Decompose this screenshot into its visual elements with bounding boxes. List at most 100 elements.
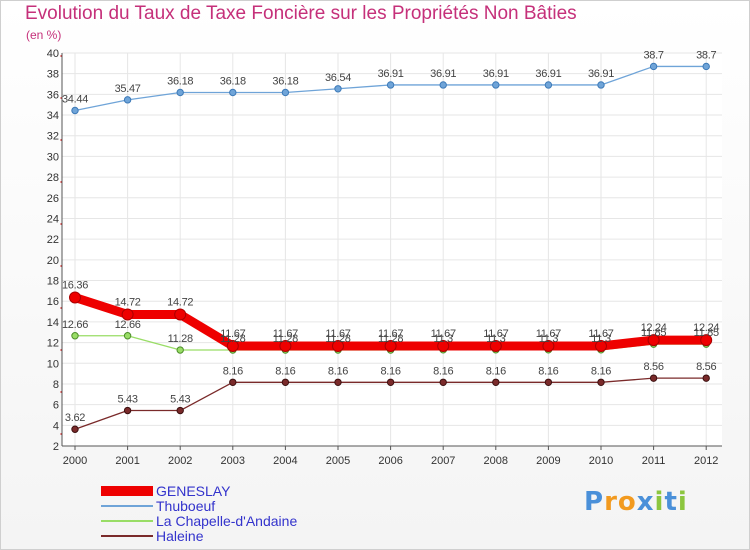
data-point-thuboeuf (334, 85, 342, 93)
data-label-thuboeuf: 36.18 (272, 76, 298, 88)
data-label-haleine: 8.16 (538, 365, 558, 377)
x-tick-label: 2007 (431, 455, 455, 467)
data-label-la-chapelle-d-andaine: 11.3 (486, 333, 506, 345)
data-point-thuboeuf (597, 81, 605, 89)
data-label-thuboeuf: 36.91 (535, 68, 561, 80)
data-label-thuboeuf: 35.47 (115, 83, 141, 95)
data-point-haleine (597, 378, 605, 386)
data-label-la-chapelle-d-andaine: 11.28 (325, 333, 350, 345)
data-label-geneslay: 11.67 (431, 328, 456, 340)
data-point-geneslay (437, 339, 450, 352)
data-point-geneslay (700, 334, 713, 347)
proxiti-logo: Proxiti (584, 487, 688, 517)
logo-letter: o (617, 487, 637, 517)
data-point-thuboeuf (386, 81, 395, 89)
legend-swatch (101, 484, 153, 499)
data-point-haleine (229, 378, 237, 386)
data-label-thuboeuf: 36.91 (588, 68, 614, 80)
data-point-geneslay (647, 334, 660, 347)
data-label-thuboeuf: 36.18 (167, 76, 193, 88)
data-label-thuboeuf: 36.91 (483, 68, 509, 80)
data-point-haleine (702, 374, 710, 382)
data-point-haleine (123, 406, 132, 415)
data-label-haleine: 8.56 (696, 361, 716, 373)
y-tick-label: 40 (47, 48, 59, 60)
x-tick-label: 2003 (221, 455, 245, 467)
data-label-haleine: 3.62 (65, 412, 85, 424)
data-label-la-chapelle-d-andaine: 11.85 (641, 327, 666, 339)
data-label-la-chapelle-d-andaine: 11.3 (539, 333, 559, 345)
data-label-thuboeuf: 36.91 (430, 68, 456, 80)
data-label-la-chapelle-d-andaine: 11.28 (273, 333, 298, 345)
x-tick-label: 2006 (378, 455, 402, 467)
data-point-la-chapelle-d-andaine (176, 346, 184, 354)
plot-area (62, 53, 722, 446)
legend-swatch (101, 529, 153, 544)
data-label-geneslay: 11.67 (220, 328, 245, 340)
data-point-haleine (281, 378, 290, 386)
x-tick-label: 2002 (168, 455, 192, 467)
y-tick-label: 6 (53, 400, 59, 412)
data-label-thuboeuf: 36.91 (378, 68, 404, 80)
data-point-la-chapelle-d-andaine (71, 332, 79, 340)
x-tick-label: 2008 (484, 455, 508, 467)
data-label-la-chapelle-d-andaine: 12.66 (62, 319, 88, 331)
data-label-thuboeuf: 34.44 (62, 94, 88, 106)
x-tick-label: 2012 (694, 455, 718, 467)
data-label-geneslay: 11.67 (273, 328, 298, 340)
data-label-haleine: 8.16 (275, 365, 295, 377)
data-label-haleine: 8.16 (486, 365, 506, 377)
chart-title: Evolution du Taux de Taxe Foncière sur l… (25, 3, 577, 24)
data-label-geneslay: 14.72 (115, 296, 141, 308)
data-label-thuboeuf: 38.7 (696, 49, 716, 61)
legend-label: GENESLAY (156, 483, 231, 499)
data-label-haleine: 8.16 (223, 365, 243, 377)
data-point-haleine (439, 378, 447, 386)
data-label-la-chapelle-d-andaine: 11.3 (591, 333, 611, 345)
y-tick-label: 30 (47, 151, 59, 163)
logo-letter: r (604, 487, 618, 517)
data-point-geneslay (226, 339, 239, 352)
data-label-haleine: 8.16 (433, 365, 453, 377)
y-tick-label: 12 (47, 338, 59, 350)
data-point-haleine (334, 378, 342, 386)
data-point-geneslay (69, 291, 81, 304)
y-axis-unit: (en %) (26, 28, 62, 42)
y-tick-label: 10 (47, 358, 59, 370)
data-label-la-chapelle-d-andaine: 11.85 (694, 327, 719, 339)
logo-letter: P (584, 487, 605, 517)
data-point-haleine (492, 378, 500, 386)
legend-label: Haleine (156, 528, 204, 544)
x-tick-label: 2001 (115, 455, 139, 467)
y-tick-label: 16 (47, 296, 59, 308)
data-point-geneslay (174, 308, 187, 321)
x-tick-label: 2010 (589, 455, 613, 467)
data-point-haleine (176, 406, 184, 415)
data-label-la-chapelle-d-andaine: 11.28 (168, 333, 193, 345)
data-point-haleine (386, 378, 395, 386)
legend-swatch (101, 499, 153, 514)
y-tick-label: 22 (47, 234, 59, 246)
data-label-haleine: 5.43 (170, 394, 190, 406)
data-label-haleine: 5.43 (117, 394, 137, 406)
data-point-geneslay (279, 339, 292, 352)
legend-swatch (101, 514, 153, 529)
data-point-thuboeuf (123, 96, 132, 104)
data-point-geneslay (489, 339, 502, 352)
data-point-thuboeuf (229, 88, 237, 97)
data-point-haleine (71, 425, 79, 433)
data-label-geneslay: 11.67 (325, 328, 350, 340)
data-label-haleine: 8.16 (380, 365, 400, 377)
logo-letter: i (677, 487, 688, 517)
data-label-thuboeuf: 38.7 (643, 49, 663, 61)
data-point-la-chapelle-d-andaine (123, 332, 132, 340)
data-point-thuboeuf (281, 88, 290, 97)
data-label-thuboeuf: 36.54 (325, 72, 351, 84)
y-tick-label: 4 (53, 420, 59, 432)
data-point-thuboeuf (492, 81, 500, 89)
y-tick-label: 8 (53, 379, 59, 391)
x-tick-label: 2005 (326, 455, 350, 467)
y-tick-label: 32 (47, 131, 59, 143)
data-point-geneslay (384, 339, 397, 352)
